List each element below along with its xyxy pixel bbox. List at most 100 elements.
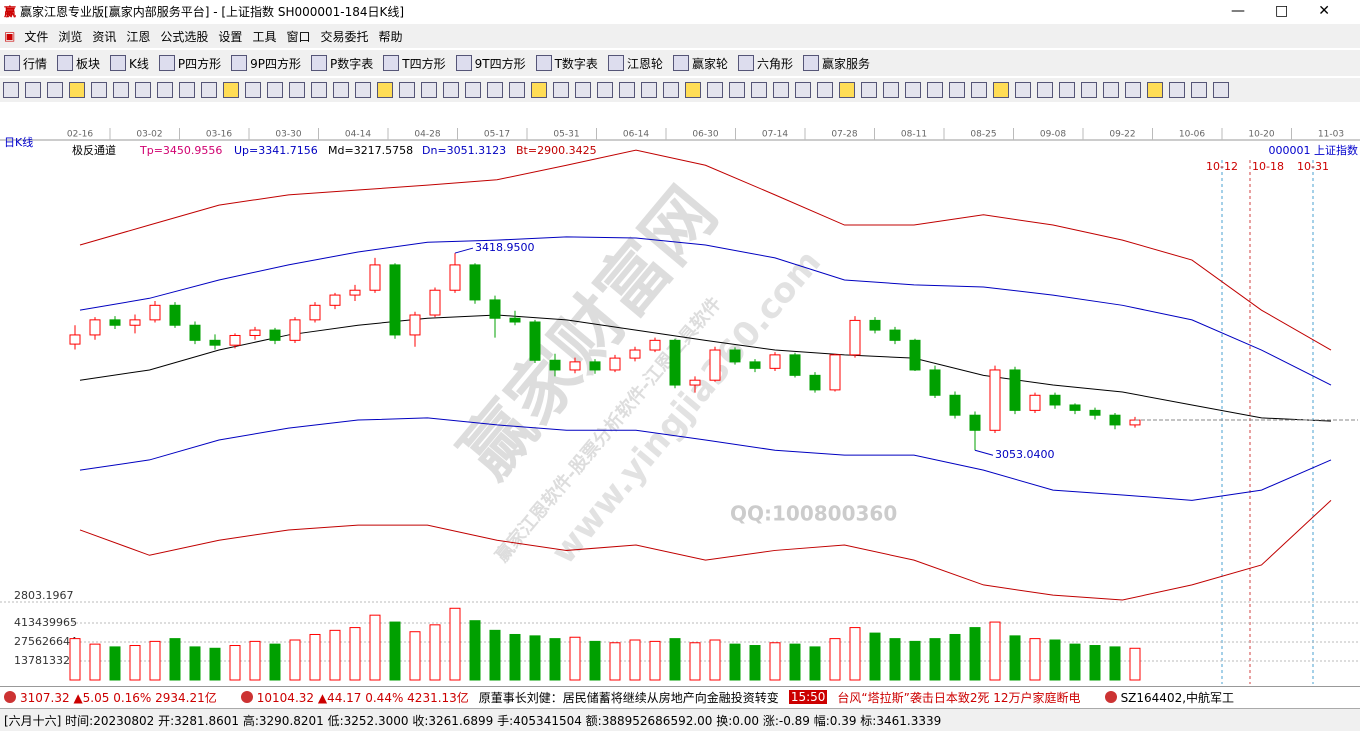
tool-icon[interactable] bbox=[91, 82, 107, 98]
volume-bar bbox=[709, 639, 721, 681]
app-icon: 赢 bbox=[4, 4, 17, 19]
menu-item[interactable]: 公式选股 bbox=[160, 29, 209, 44]
x-tick-label: 10-20 bbox=[1248, 130, 1274, 140]
tool-icon[interactable] bbox=[905, 82, 921, 98]
menu-item[interactable]: 设置 bbox=[218, 29, 243, 44]
toolbar-button[interactable]: 9P四方形 bbox=[227, 55, 307, 72]
toolbar-button[interactable]: K线 bbox=[106, 55, 155, 72]
volume-bar bbox=[889, 638, 901, 681]
indicator-value: Dn=3051.3123 bbox=[422, 144, 506, 157]
tool-icon[interactable] bbox=[839, 82, 855, 98]
tool-icon[interactable] bbox=[1169, 82, 1185, 98]
tool-icon[interactable] bbox=[1191, 82, 1207, 98]
tool-icon[interactable] bbox=[927, 82, 943, 98]
toolbar-button[interactable]: 江恩轮 bbox=[604, 55, 669, 72]
tool-icon[interactable] bbox=[773, 82, 789, 98]
menu-item[interactable]: 窗口 bbox=[286, 29, 311, 44]
tool-icon[interactable] bbox=[135, 82, 151, 98]
volume-top-label: 2803.1967 bbox=[14, 589, 74, 602]
toolbar-button[interactable]: 赢家服务 bbox=[799, 55, 876, 72]
toolbar-button[interactable]: 行情 bbox=[0, 55, 53, 72]
tool-icon[interactable] bbox=[421, 82, 437, 98]
tool-icon[interactable] bbox=[1059, 82, 1075, 98]
annotation: 3418.9500 bbox=[475, 241, 535, 254]
tool-icon[interactable] bbox=[707, 82, 723, 98]
tool-icon[interactable] bbox=[1147, 82, 1163, 98]
tool-icon[interactable] bbox=[597, 82, 613, 98]
tool-icon[interactable] bbox=[487, 82, 503, 98]
volume-bar bbox=[1069, 643, 1081, 681]
tool-icon[interactable] bbox=[509, 82, 525, 98]
toolbar-button[interactable]: T四方形 bbox=[379, 55, 451, 72]
tool-icon[interactable] bbox=[47, 82, 63, 98]
candle-body bbox=[889, 329, 901, 341]
tool-icon[interactable] bbox=[157, 82, 173, 98]
tool-icon[interactable] bbox=[399, 82, 415, 98]
volume-bar bbox=[849, 627, 861, 681]
tool-icon[interactable] bbox=[971, 82, 987, 98]
tool-icon[interactable] bbox=[861, 82, 877, 98]
tool-icon[interactable] bbox=[1213, 82, 1229, 98]
tool-icon[interactable] bbox=[355, 82, 371, 98]
menu-item[interactable]: 交易委托 bbox=[320, 29, 369, 44]
tool-icon[interactable] bbox=[619, 82, 635, 98]
candle-body bbox=[569, 361, 581, 371]
menu-item[interactable]: 浏览 bbox=[58, 29, 83, 44]
tool-icon[interactable] bbox=[201, 82, 217, 98]
tool-icon[interactable] bbox=[113, 82, 129, 98]
tool-icon[interactable] bbox=[883, 82, 899, 98]
tool-icon[interactable] bbox=[1015, 82, 1031, 98]
tool-icon[interactable] bbox=[751, 82, 767, 98]
watermark: QQ:100800360 bbox=[730, 502, 897, 526]
toolbar-button[interactable]: 板块 bbox=[53, 55, 106, 72]
menu-item[interactable]: 帮助 bbox=[378, 29, 403, 44]
tool-icon[interactable] bbox=[377, 82, 393, 98]
volume-bar bbox=[989, 621, 1001, 681]
candle-body bbox=[1109, 414, 1121, 426]
tool-icon[interactable] bbox=[267, 82, 283, 98]
tool-icon[interactable] bbox=[795, 82, 811, 98]
tool-icon[interactable] bbox=[311, 82, 327, 98]
toolbar-button[interactable]: 六角形 bbox=[734, 55, 799, 72]
tool-icon[interactable] bbox=[817, 82, 833, 98]
tool-icon[interactable] bbox=[641, 82, 657, 98]
ticker-icon bbox=[1104, 691, 1117, 703]
toolbar-button[interactable]: T数字表 bbox=[532, 55, 604, 72]
tool-icon[interactable] bbox=[179, 82, 195, 98]
toolbar-button[interactable]: 9T四方形 bbox=[452, 55, 532, 72]
tool-icon[interactable] bbox=[1125, 82, 1141, 98]
tool-icon[interactable] bbox=[1103, 82, 1119, 98]
tool-icon[interactable] bbox=[443, 82, 459, 98]
tool-icon[interactable] bbox=[223, 82, 239, 98]
toolbar-button[interactable]: 赢家轮 bbox=[669, 55, 734, 72]
tool-icon[interactable] bbox=[465, 82, 481, 98]
menu-item[interactable]: 江恩 bbox=[126, 29, 151, 44]
menu-item[interactable]: 文件 bbox=[24, 29, 49, 44]
candle-body bbox=[749, 361, 761, 369]
tool-icon[interactable] bbox=[1081, 82, 1097, 98]
tool-icon[interactable] bbox=[729, 82, 745, 98]
tool-icon[interactable] bbox=[289, 82, 305, 98]
ticker-item: 台风“塔拉斯”袭击日本致2死 12万户家庭断电 bbox=[837, 690, 1081, 705]
tool-icon[interactable] bbox=[531, 82, 547, 98]
volume-bar bbox=[349, 627, 361, 681]
tool-icon[interactable] bbox=[3, 82, 19, 98]
tool-icon[interactable] bbox=[25, 82, 41, 98]
window-controls[interactable]: —□✕ bbox=[1231, 3, 1360, 19]
tool-icon[interactable] bbox=[575, 82, 591, 98]
tool-icon[interactable] bbox=[949, 82, 965, 98]
tool-icon[interactable] bbox=[69, 82, 85, 98]
tool-icon[interactable] bbox=[245, 82, 261, 98]
indicator-name: 极反通道 bbox=[72, 143, 116, 157]
tool-icon[interactable] bbox=[685, 82, 701, 98]
tool-icon[interactable] bbox=[1037, 82, 1053, 98]
toolbar-button[interactable]: P数字表 bbox=[307, 55, 379, 72]
toolbar-button[interactable]: P四方形 bbox=[155, 55, 227, 72]
menu-item[interactable]: 工具 bbox=[252, 29, 277, 44]
tool-icon[interactable] bbox=[553, 82, 569, 98]
tool-icon[interactable] bbox=[333, 82, 349, 98]
tool-icon[interactable] bbox=[993, 82, 1009, 98]
volume-bar bbox=[169, 638, 181, 681]
menu-item[interactable]: 资讯 bbox=[92, 29, 117, 44]
tool-icon[interactable] bbox=[663, 82, 679, 98]
